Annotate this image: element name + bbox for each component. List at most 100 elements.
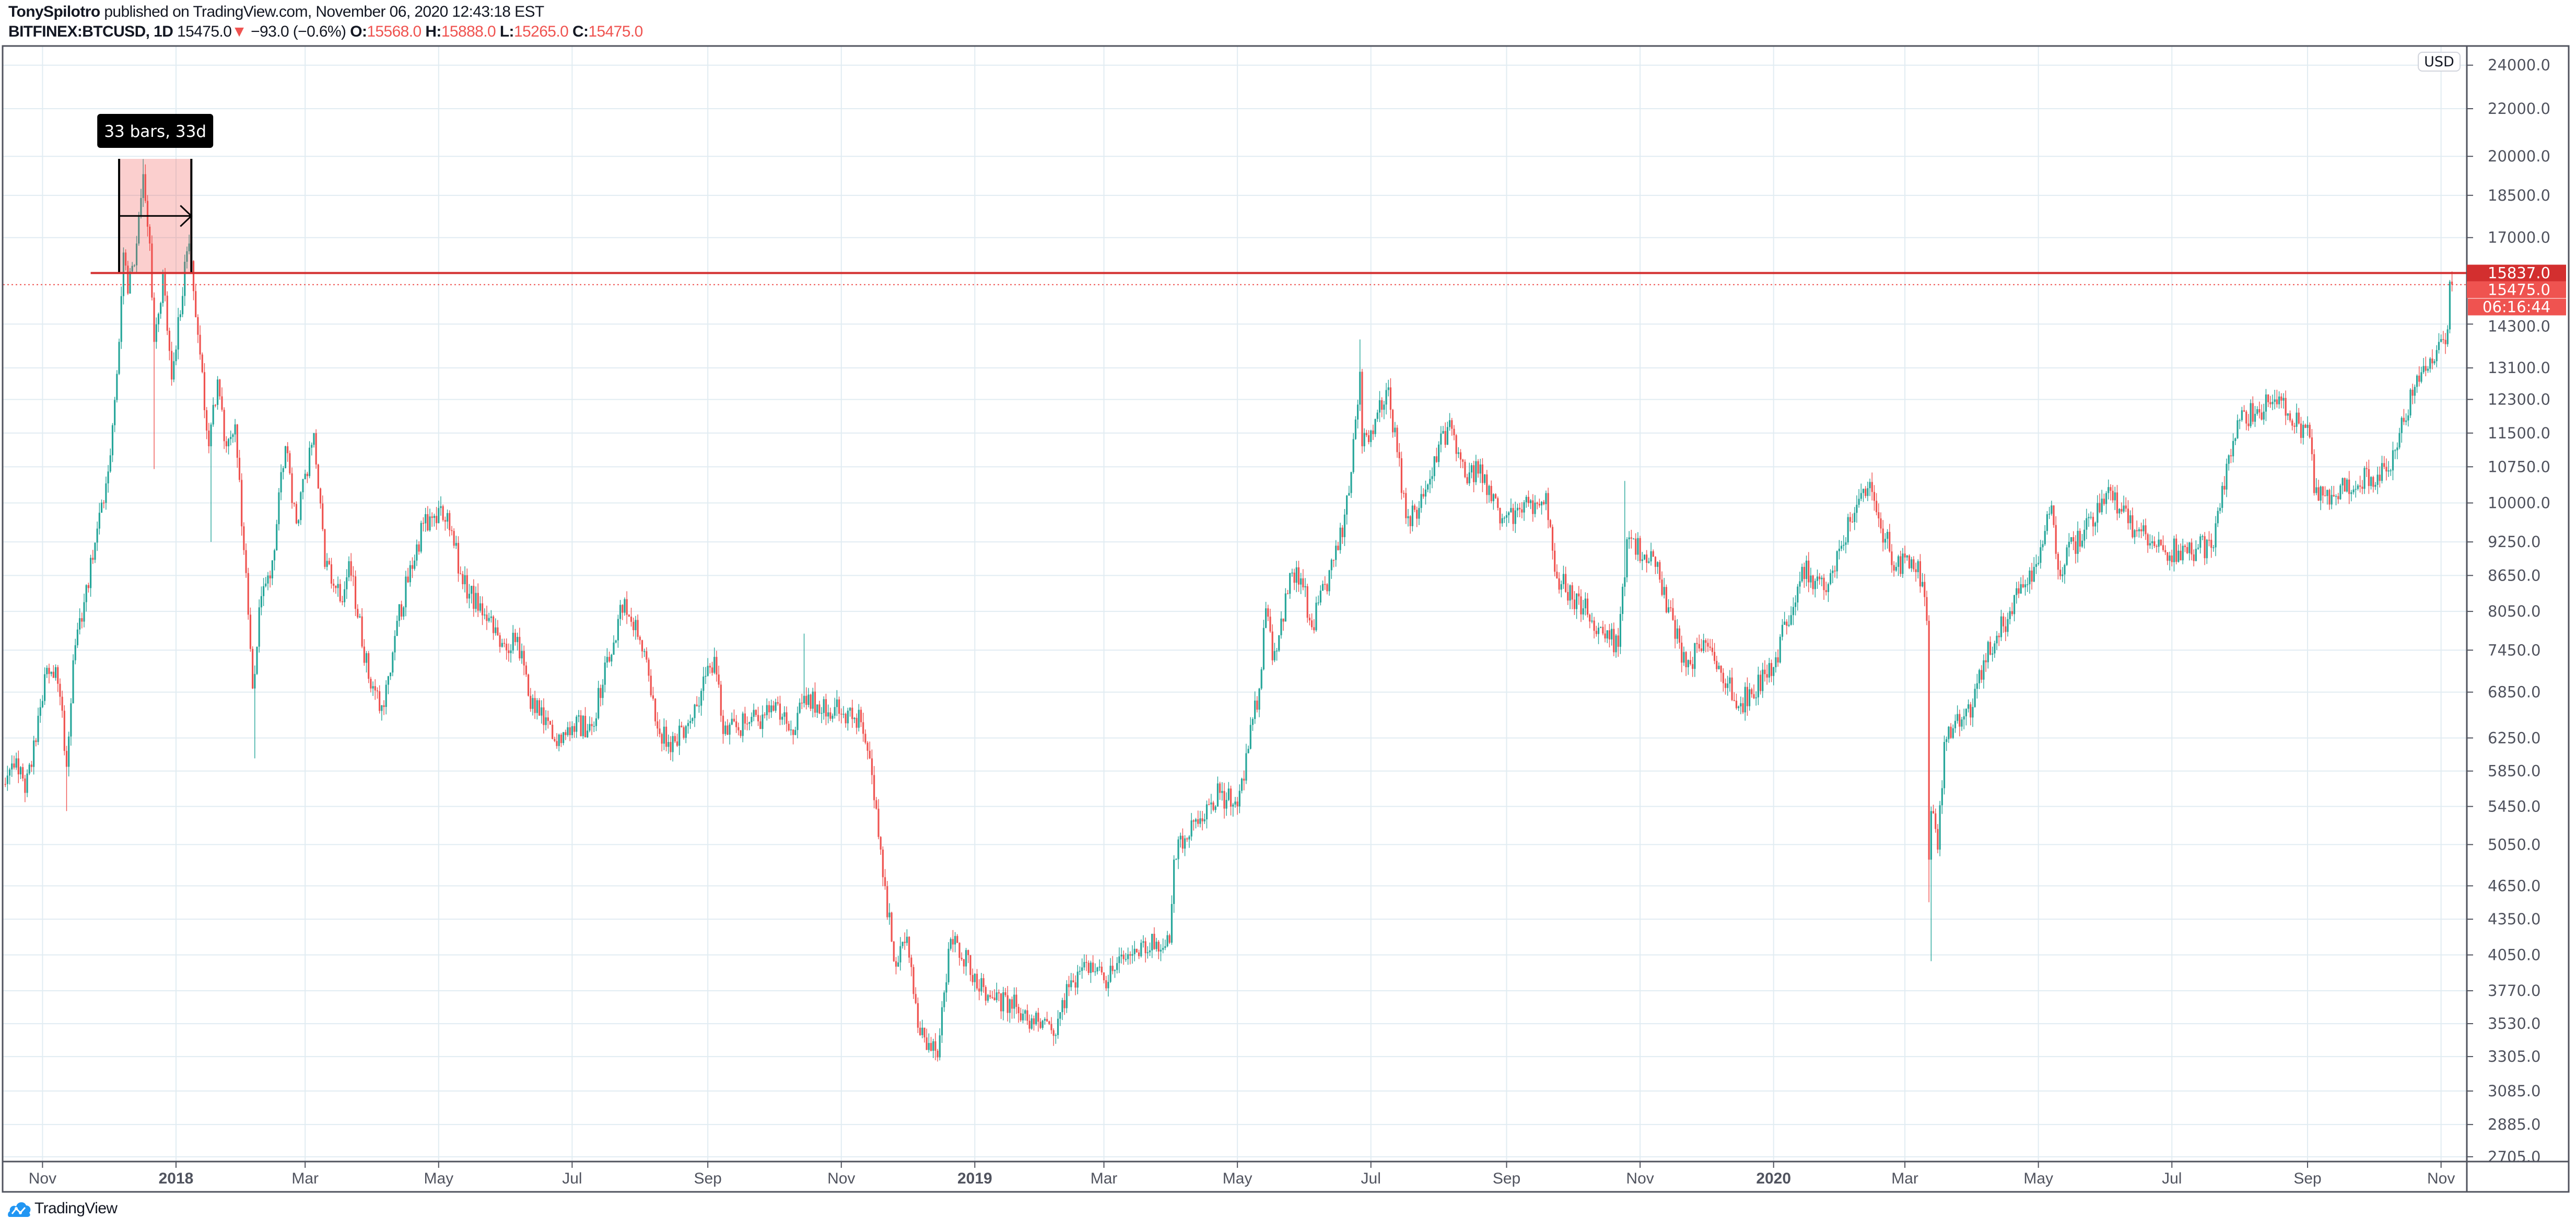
- candle-body: [646, 651, 648, 660]
- candle-body: [639, 636, 641, 641]
- candle-body: [845, 714, 847, 724]
- candle: [974, 973, 976, 992]
- candle: [2416, 374, 2418, 393]
- candle: [2446, 325, 2449, 347]
- candle: [2261, 404, 2263, 421]
- candle-body: [869, 750, 871, 759]
- candle: [617, 614, 619, 648]
- candle: [722, 710, 724, 744]
- candle: [2024, 579, 2027, 596]
- candle: [227, 438, 230, 455]
- candle: [1606, 630, 1608, 643]
- candle-body: [2075, 541, 2077, 554]
- candle-body: [2436, 350, 2438, 362]
- candle-body: [998, 992, 1000, 994]
- candle: [1700, 639, 1703, 653]
- candle-body: [2422, 366, 2425, 373]
- candle: [258, 599, 260, 653]
- date-range-label-box: [97, 114, 214, 148]
- candle-body: [252, 648, 254, 689]
- time-axis[interactable]: Nov 2018 Mar May Jul Sep Nov 2019 Mar May Jul Sep No…: [29, 1162, 2455, 1187]
- author-name[interactable]: TonySpilotro: [8, 3, 100, 20]
- candle: [547, 710, 549, 729]
- candle-body: [1540, 502, 1543, 506]
- candle: [2033, 557, 2035, 583]
- candle: [633, 617, 635, 637]
- candle-body: [753, 710, 755, 717]
- candle-body: [1433, 456, 1435, 477]
- candle: [46, 665, 48, 678]
- candle-body: [1560, 584, 1562, 590]
- candle-body: [731, 718, 733, 725]
- candle-body: [48, 668, 50, 674]
- candle-body: [2011, 611, 2013, 614]
- candle-body: [2070, 537, 2072, 542]
- candle-body: [1908, 555, 1911, 568]
- candle: [168, 327, 171, 361]
- candle-body: [2287, 413, 2289, 416]
- candle: [177, 308, 179, 359]
- candle: [886, 881, 888, 920]
- candle: [2186, 542, 2188, 554]
- candle-body: [963, 959, 965, 967]
- candle-body: [479, 603, 482, 611]
- candle: [2171, 549, 2173, 566]
- candle: [1523, 500, 1525, 521]
- candle-body: [322, 503, 324, 529]
- candle: [127, 261, 129, 295]
- candle: [1114, 969, 1116, 978]
- candle: [468, 584, 471, 609]
- candle-body: [891, 912, 893, 942]
- candle-body: [245, 550, 247, 573]
- tradingview-logo[interactable]: TradingView: [7, 1200, 118, 1217]
- candle-body: [1720, 666, 1722, 673]
- candle: [2348, 471, 2350, 504]
- candle-body: [803, 695, 805, 703]
- candle-body: [1536, 502, 1538, 504]
- candle: [473, 579, 475, 617]
- candle-body: [1420, 494, 1422, 508]
- drawings[interactable]: [3, 159, 2467, 285]
- candle-body: [339, 584, 341, 601]
- candle: [2420, 366, 2422, 384]
- candle: [2245, 410, 2247, 431]
- candle-body: [118, 342, 120, 374]
- candle-body: [510, 651, 512, 653]
- currency-badge-label[interactable]: USD: [2424, 54, 2454, 70]
- candle: [225, 436, 227, 453]
- candle: [1289, 573, 1291, 599]
- candle-body: [2114, 492, 2116, 501]
- time-tick-label: 2018: [159, 1170, 194, 1187]
- candle-body: [1878, 512, 1880, 519]
- candle: [247, 567, 249, 620]
- candle-body: [298, 520, 300, 524]
- candle: [1825, 582, 1827, 596]
- candle: [245, 543, 247, 578]
- candle: [1799, 572, 1801, 594]
- candle-body: [1889, 531, 1891, 552]
- candle-body: [125, 252, 127, 266]
- candle-body: [1784, 621, 1786, 625]
- candle: [1505, 511, 1508, 527]
- candle: [1913, 556, 1915, 572]
- candle: [901, 942, 904, 949]
- candle-body: [1006, 995, 1009, 1013]
- candle: [768, 701, 770, 719]
- candle: [1762, 663, 1764, 698]
- price-axis[interactable]: 24000.022000.020000.018500.017000.014300…: [2467, 56, 2566, 1166]
- candle: [836, 690, 838, 716]
- candle-body: [1987, 642, 1989, 663]
- candle-body: [438, 508, 440, 524]
- candle: [980, 972, 982, 996]
- price-tick-label: 4050.0: [2488, 946, 2540, 964]
- candle-body: [969, 955, 971, 975]
- candle-body: [1157, 942, 1160, 952]
- currency-badge[interactable]: [2418, 52, 2461, 72]
- candle-body: [1733, 700, 1735, 701]
- candle-body: [2381, 463, 2383, 481]
- candle-body: [1177, 839, 1179, 860]
- candle-body: [1981, 670, 1983, 680]
- candle: [2387, 461, 2390, 477]
- candle: [1540, 501, 1543, 515]
